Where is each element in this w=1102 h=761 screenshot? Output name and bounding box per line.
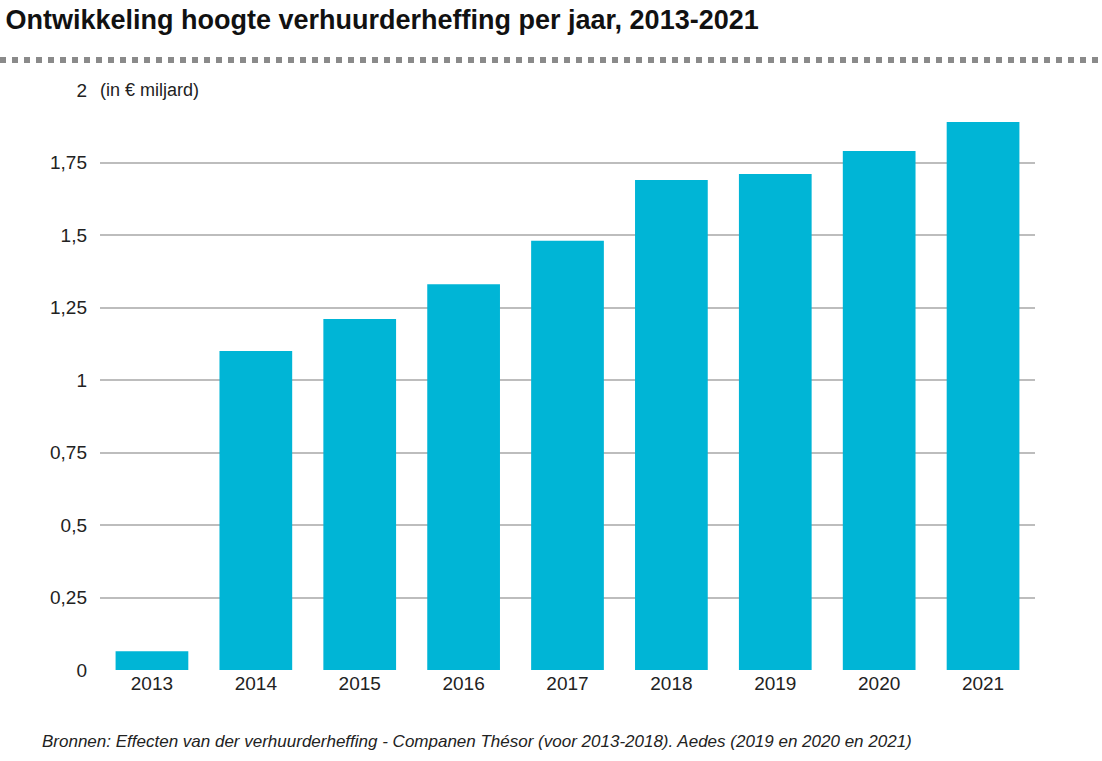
svg-text:2014: 2014 [235, 673, 278, 694]
svg-text:Ontwikkeling hoogte verhuurder: Ontwikkeling hoogte verhuurderheffing pe… [6, 5, 759, 35]
svg-text:(in € miljard): (in € miljard) [100, 80, 199, 100]
svg-text:2013: 2013 [131, 673, 173, 694]
svg-text:Bronnen: Effecten van der verh: Bronnen: Effecten van der verhuurderheff… [42, 732, 912, 751]
svg-text:2015: 2015 [339, 673, 381, 694]
svg-text:1,5: 1,5 [61, 225, 87, 246]
svg-text:2018: 2018 [650, 673, 692, 694]
svg-text:0,5: 0,5 [61, 515, 87, 536]
svg-text:2017: 2017 [546, 673, 588, 694]
svg-text:0,25: 0,25 [50, 587, 87, 608]
svg-text:0,75: 0,75 [50, 442, 87, 463]
svg-text:1: 1 [76, 370, 87, 391]
svg-text:1,75: 1,75 [50, 152, 87, 173]
svg-text:2: 2 [76, 80, 87, 101]
svg-text:2016: 2016 [442, 673, 484, 694]
svg-text:0: 0 [76, 660, 87, 681]
svg-text:2021: 2021 [962, 673, 1004, 694]
svg-text:2019: 2019 [754, 673, 796, 694]
svg-text:2020: 2020 [858, 673, 900, 694]
svg-text:1,25: 1,25 [50, 297, 87, 318]
